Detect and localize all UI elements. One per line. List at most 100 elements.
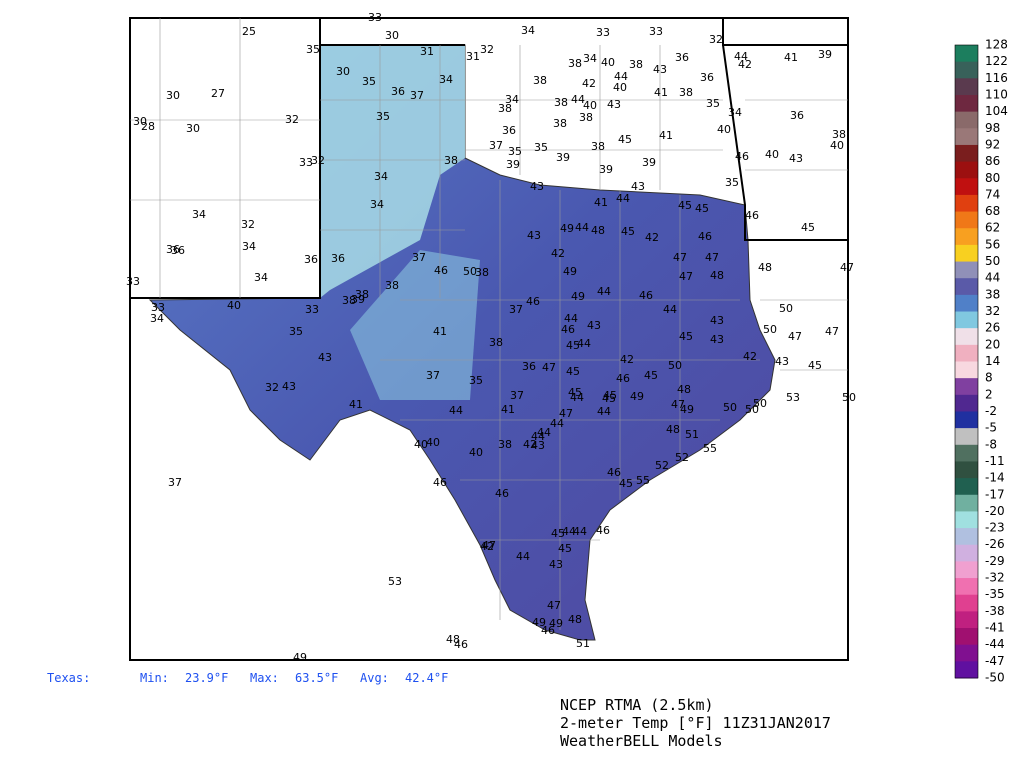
colorbar-box [955, 94, 978, 113]
stats-region: Texas: [47, 671, 90, 685]
station-temp: 48 [710, 269, 724, 282]
station-temp: 49 [560, 222, 574, 235]
colorbar-label: 128 [985, 38, 1008, 52]
station-temp: 44 [734, 50, 748, 63]
station-temp: 44 [597, 285, 611, 298]
station-temp: 38 [489, 336, 503, 349]
station-temp: 48 [677, 383, 691, 396]
colorbar-label: -11 [985, 454, 1005, 468]
colorbar-label: 14 [985, 354, 1000, 368]
station-temp: 46 [495, 487, 509, 500]
station-temp: 41 [659, 129, 673, 142]
station-temp: 37 [509, 303, 523, 316]
station-temp: 46 [434, 264, 448, 277]
west-texas-shading [350, 250, 480, 400]
colorbar-box [955, 544, 978, 562]
station-temp: 36 [700, 71, 714, 84]
colorbar-box [955, 361, 978, 379]
station-temp: 48 [666, 423, 680, 436]
state-borders [130, 18, 848, 299]
station-temp: 48 [568, 613, 582, 626]
station-temp: 46 [433, 476, 447, 489]
station-temp: 43 [710, 314, 724, 327]
station-temp: 44 [550, 417, 564, 430]
station-temp: 43 [527, 229, 541, 242]
station-temp: 44 [537, 426, 551, 439]
station-temp: 35 [306, 43, 320, 56]
station-temp: 47 [673, 251, 687, 264]
station-temp: 55 [636, 474, 650, 487]
station-temp: 50 [753, 397, 767, 410]
station-temp: 47 [788, 330, 802, 343]
station-temp: 34 [150, 312, 164, 325]
station-temp: 25 [242, 25, 256, 38]
station-temp: 45 [808, 359, 822, 372]
colorbar-label: 116 [985, 71, 1008, 85]
station-temp: 35 [376, 110, 390, 123]
station-temp: 44 [616, 192, 630, 205]
stats-max: 63.5°F [295, 671, 338, 685]
station-temp: 33 [368, 11, 382, 24]
colorbar-label: -8 [985, 437, 997, 451]
station-temp: 37 [168, 476, 182, 489]
station-temp: 35 [725, 176, 739, 189]
station-temp: 44 [575, 221, 589, 234]
station-temp: 42 [645, 231, 659, 244]
colorbar-box [955, 578, 978, 596]
county-lines [130, 18, 848, 630]
station-temp: 38 [498, 102, 512, 115]
station-temp: 52 [675, 451, 689, 464]
station-temp: 36 [790, 109, 804, 122]
colorbar-label: 98 [985, 121, 1000, 135]
colorbar-label: 2 [985, 387, 993, 401]
station-temp: 41 [594, 196, 608, 209]
station-temp: 33 [299, 156, 313, 169]
station-temp: 47 [705, 251, 719, 264]
colorbar-label: 26 [985, 321, 1000, 335]
colorbar-label: 68 [985, 204, 1000, 218]
station-temp: 38 [385, 279, 399, 292]
colorbar-label: 110 [985, 87, 1008, 101]
station-temp: 34 [242, 240, 256, 253]
station-temp: 36 [304, 253, 318, 266]
station-temp: 34 [370, 198, 384, 211]
station-temp: 39 [556, 151, 570, 164]
colorbar-box [955, 628, 978, 646]
colorbar-box [955, 128, 978, 146]
station-temp: 45 [621, 225, 635, 238]
station-temp: 49 [680, 403, 694, 416]
station-temp: 33 [649, 25, 663, 38]
station-temp: 55 [703, 442, 717, 455]
station-temp: 34 [521, 24, 535, 37]
colorbar-box [955, 244, 978, 263]
station-temp: 46 [541, 624, 555, 637]
station-temp: 46 [735, 150, 749, 163]
station-temp: 32 [311, 154, 325, 167]
station-temp: 38 [568, 57, 582, 70]
station-temp: 32 [265, 381, 279, 394]
station-temp: 48 [758, 261, 772, 274]
station-temp: 39 [351, 293, 365, 306]
station-temp: 38 [475, 266, 489, 279]
stats-avg-label: Avg: [360, 671, 389, 685]
station-temp: 44 [614, 70, 628, 83]
station-temp: 41 [349, 398, 363, 411]
station-temp: 43 [631, 180, 645, 193]
colorbar-label: -41 [985, 621, 1005, 635]
station-temp: 50 [668, 359, 682, 372]
station-temp: 45 [679, 330, 693, 343]
station-temp: 47 [840, 261, 854, 274]
colorbar-label: 44 [985, 271, 1000, 285]
station-temp: 37 [412, 251, 426, 264]
station-temp: 45 [568, 386, 582, 399]
station-temp: 37 [510, 389, 524, 402]
station-temp: 45 [603, 389, 617, 402]
station-temp: 30 [186, 122, 200, 135]
station-temp: 31 [466, 50, 480, 63]
station-temp: 27 [211, 87, 225, 100]
station-temp: 49 [549, 617, 563, 630]
station-temp: 45 [678, 199, 692, 212]
station-temp: 45 [695, 202, 709, 215]
station-temp: 46 [526, 295, 540, 308]
colorbar-label: 92 [985, 137, 1000, 151]
